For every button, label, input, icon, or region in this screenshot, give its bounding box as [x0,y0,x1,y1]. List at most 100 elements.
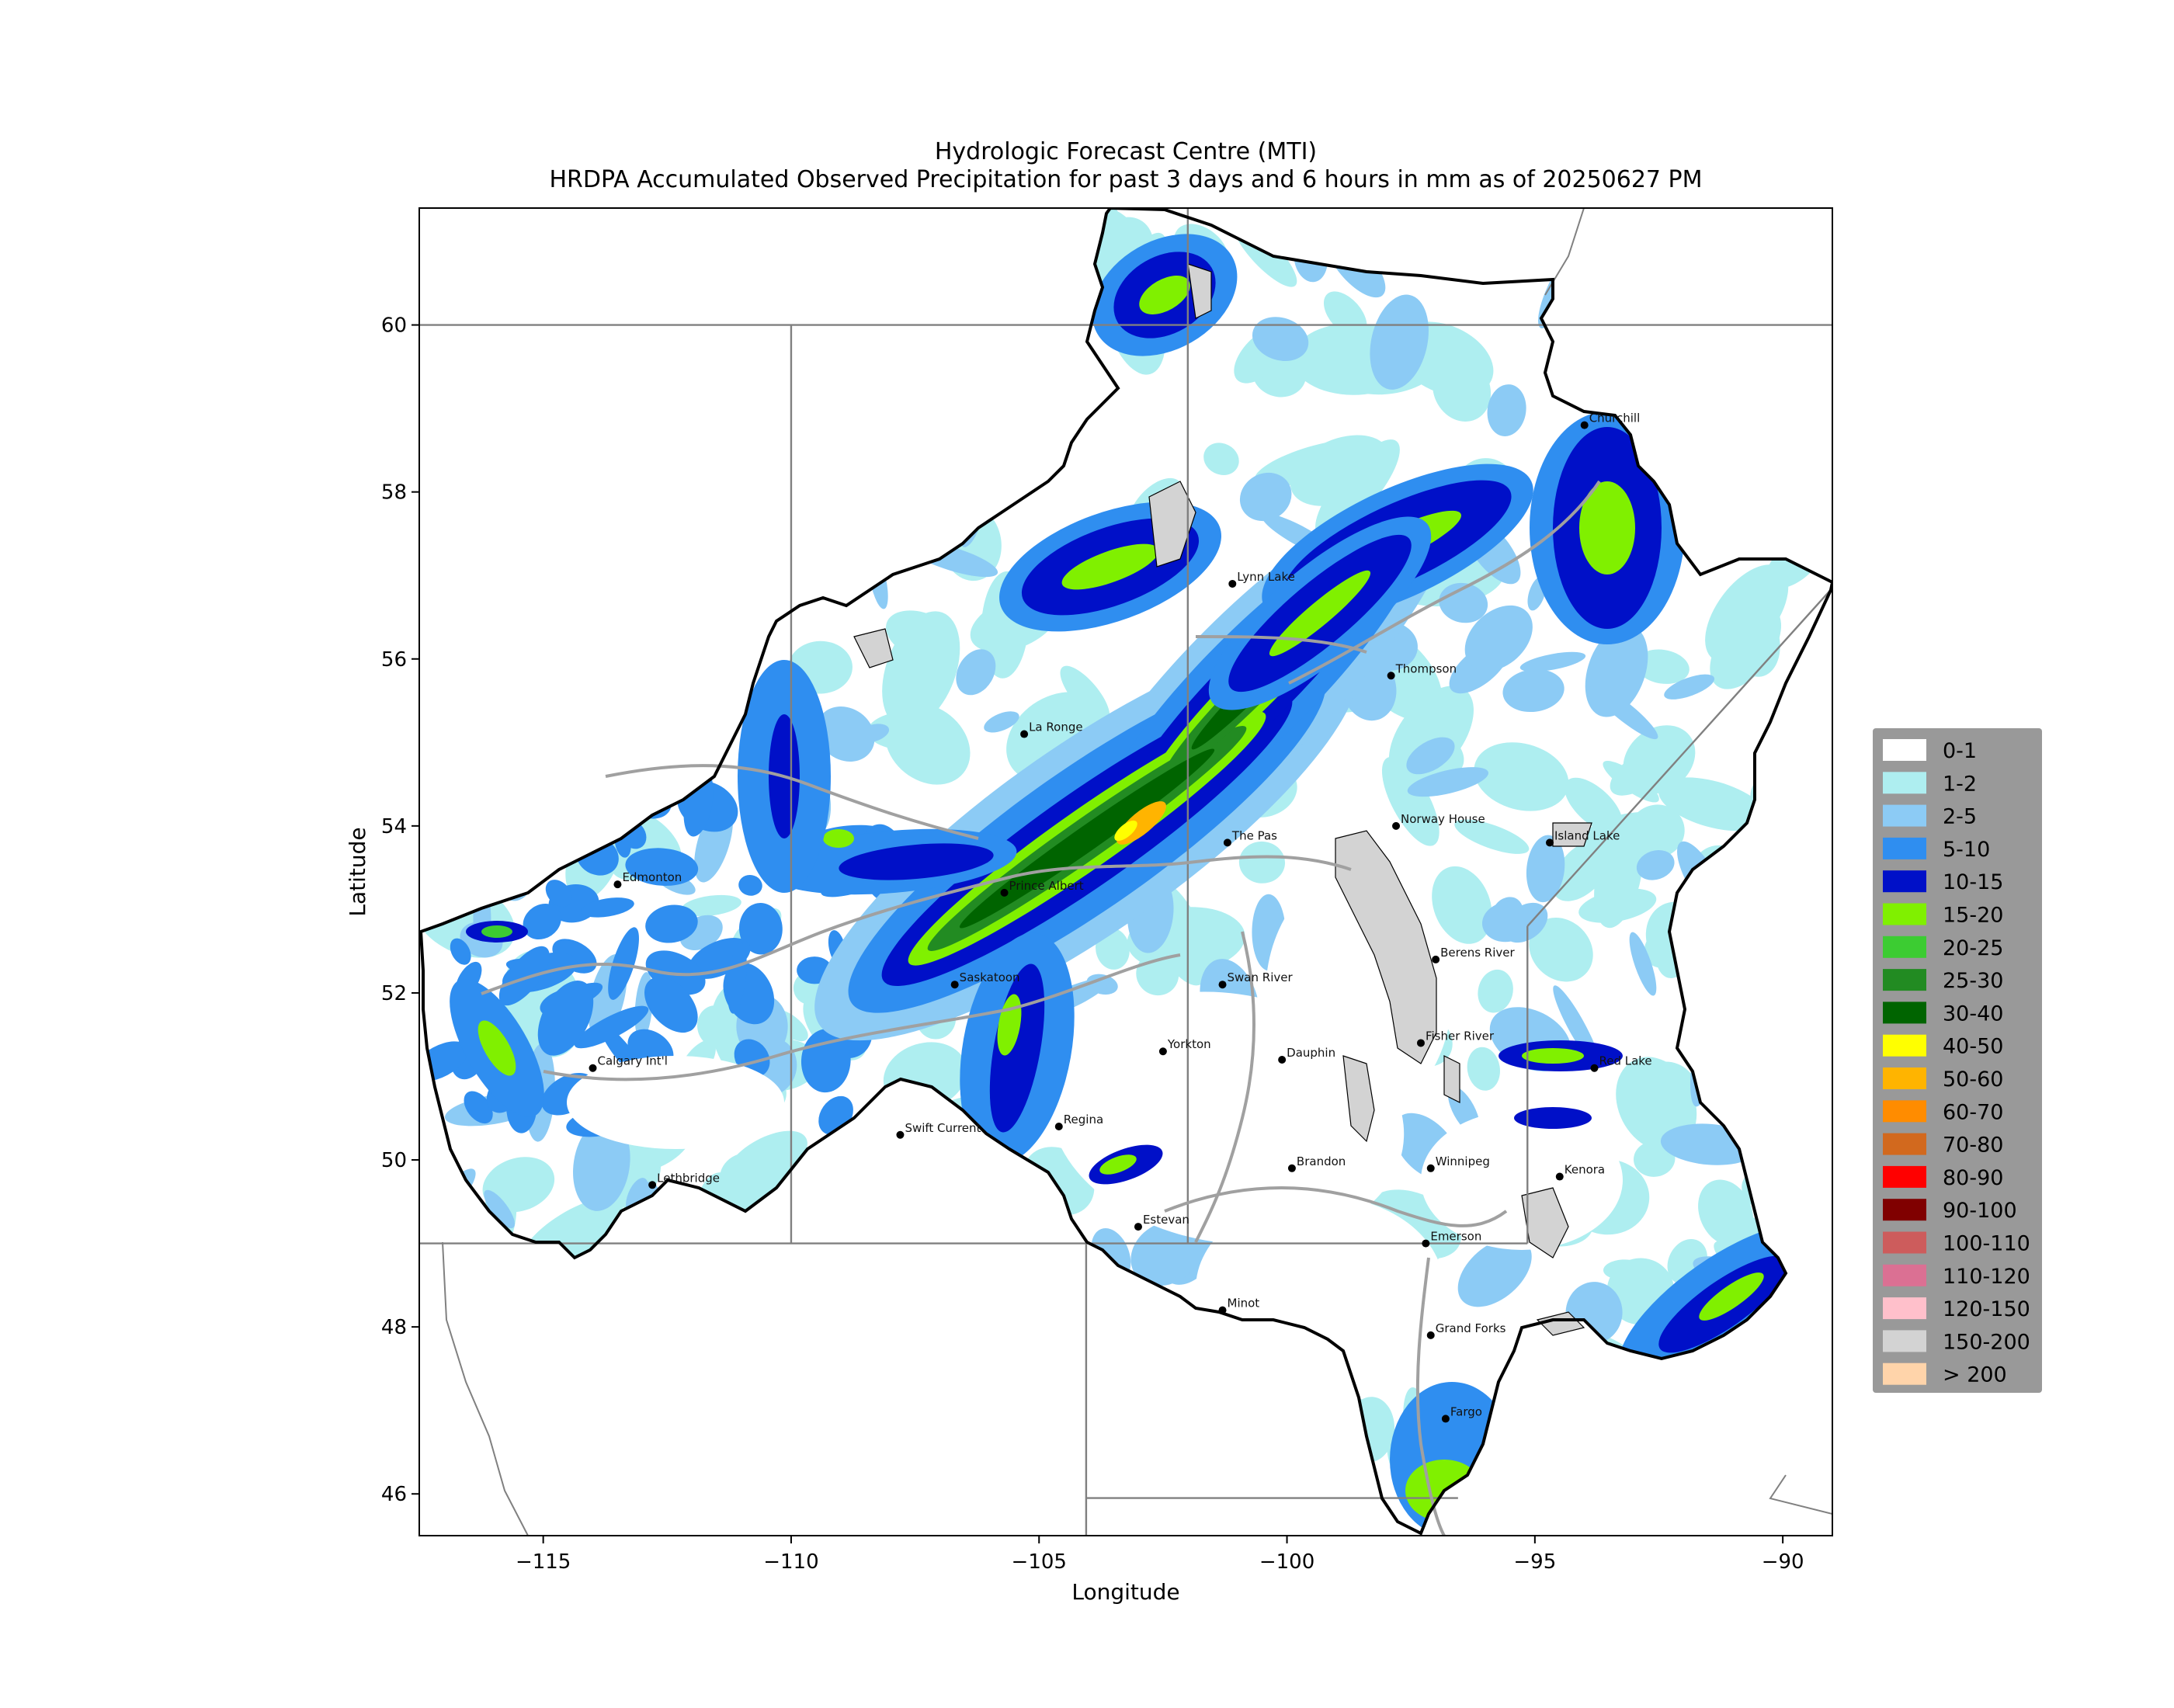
precip-cell [581,897,634,918]
legend-swatch [1883,1133,1926,1155]
city-marker [1287,1164,1296,1172]
precip-dry-area [1421,1110,1623,1250]
precip-cell [882,611,960,728]
city-label: Swift Current [905,1121,981,1135]
precip-cell [991,1477,1086,1505]
precip-cell [1099,1154,1137,1175]
precip-cell [1239,472,1292,522]
precip-cell [1464,605,1533,672]
x-tick-label: −105 [1012,1550,1067,1574]
y-tick-label: 48 [381,1316,407,1339]
precip-cell [1269,570,1371,657]
city-marker [589,1064,597,1072]
precip-cell [1636,849,1675,880]
legend-swatch [1883,1363,1926,1385]
precip-cell [616,1451,657,1521]
precip-cell [427,755,497,804]
city-label: Grand Forks [1436,1321,1506,1335]
precip-cell [701,341,777,404]
x-tick-label: −95 [1513,1550,1556,1574]
chart-subtitle: HRDPA Accumulated Observed Precipitation… [549,166,1703,193]
precip-cell [1603,760,1659,803]
precip-cell [984,325,1044,410]
precip-cell [681,894,741,917]
precip-cell [453,208,521,321]
precip-cell [853,1392,901,1432]
precip-cell [1698,1179,1754,1246]
precip-cell [1006,260,1080,372]
precip-cell [1760,1012,1815,1047]
precip-cell [525,287,574,326]
precip-cell [596,512,671,557]
precip-cell [1766,217,1825,312]
precip-cell [554,724,606,767]
precip-cell [608,927,639,1000]
city-label: Red Lake [1599,1054,1651,1068]
precip-cell [1519,1417,1568,1470]
city-label: Lynn Lake [1237,570,1295,584]
basin-outline [419,208,1832,1536]
precip-cell [1047,1257,1099,1326]
precip-cell [1406,737,1455,775]
river [1194,931,1255,1243]
precip-cell [421,811,467,859]
storm-band [839,843,994,880]
precip-cell [1552,839,1613,901]
precip-cell [1141,1420,1196,1456]
city-marker [1422,1239,1430,1248]
precip-cell [931,385,984,437]
legend-label: 10-15 [1943,870,2003,894]
precip-cell [625,848,699,886]
city-marker [1432,955,1440,963]
precip-cell [1474,742,1569,811]
city-label: Kenora [1565,1163,1605,1177]
city-marker [1228,579,1237,588]
precip-cell [1407,767,1488,797]
precip-cell [818,399,858,443]
city-marker [613,880,622,889]
precip-cell [1603,1259,1643,1280]
precip-cell [965,420,1022,449]
lake [1443,1055,1460,1103]
precip-cell [450,938,471,965]
legend: 0-1 1-2 2-5 5-10 10-15 15-20 20-25 25-30 30-40 40… [1873,728,2042,1393]
precip-cell [464,431,513,506]
legend-label: 0-1 [1943,739,1977,763]
precip-cell [438,838,512,892]
precip-cell [606,408,649,453]
river [605,764,979,840]
precip-cell [1767,208,1808,254]
legend-swatch [1883,1199,1926,1221]
precip-cell [464,1091,493,1124]
precip-cell [725,1130,807,1189]
legend-label: 120-150 [1943,1297,2030,1321]
river [1288,480,1601,685]
precip-cell [892,1428,949,1497]
precip-cell [989,963,1045,1133]
border-line [1769,1474,1832,1515]
x-tick-label: −115 [516,1550,571,1574]
precip-cell [1454,819,1530,854]
legend-label: > 200 [1943,1363,2007,1387]
legend-swatch [1883,1330,1926,1352]
precip-cell [788,1471,832,1528]
precip-cell [1519,651,1586,672]
precip-cell [545,880,572,908]
lake [853,628,894,668]
precip-cell [1682,411,1733,461]
precip-cell [824,358,856,400]
legend-label: 50-60 [1943,1068,2003,1092]
precip-cell [759,543,834,600]
precip-cell [931,1224,998,1273]
precip-cell [1487,384,1526,436]
precip-cell [727,943,747,1014]
precip-cell [1514,1107,1592,1129]
city-label: Edmonton [622,870,682,884]
city-marker [1278,1055,1287,1064]
legend-swatch [1883,936,1926,958]
precip-cell [1521,1424,1565,1514]
legend-label: 40-50 [1943,1035,2003,1059]
city-label: Saskatoon [960,970,1020,984]
precip-cell [794,208,861,253]
precip-cell [1035,1487,1078,1531]
